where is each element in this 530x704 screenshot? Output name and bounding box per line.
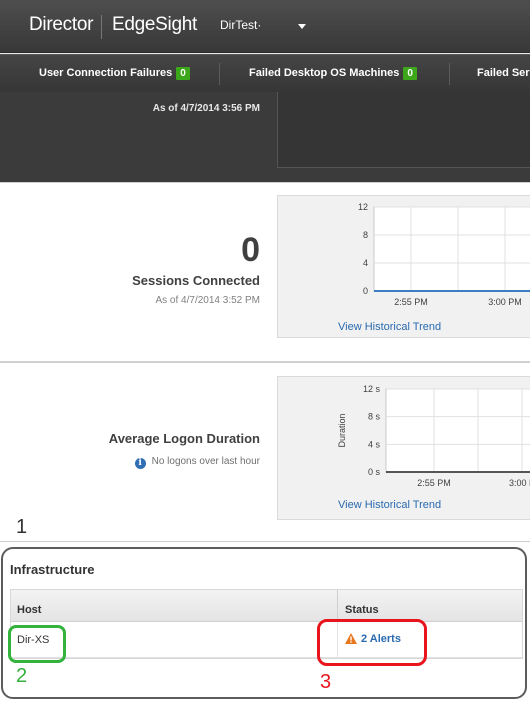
annotation-number-3: 3 bbox=[320, 671, 332, 693]
y-axis-label: Duration bbox=[337, 413, 347, 447]
view-historical-trend-link[interactable]: View Historical Trend bbox=[338, 321, 442, 333]
chevron-down-icon[interactable] bbox=[298, 24, 306, 29]
annotation-number-1: 1 bbox=[16, 516, 28, 538]
as-of-timestamp: As of 4/7/2014 3:56 PM bbox=[152, 103, 260, 114]
logon-panel: Average Logon Duration i No logons over l… bbox=[0, 362, 530, 542]
logon-title: Average Logon Duration bbox=[108, 431, 260, 446]
alert-divider bbox=[219, 63, 220, 85]
table-row[interactable]: Dir-XS 2 Alerts bbox=[11, 622, 522, 658]
alert-label: Failed Desktop OS Machines bbox=[249, 67, 400, 79]
infrastructure-table: Host Status Dir-XS 2 Alerts bbox=[10, 589, 523, 659]
annotation-box-host bbox=[8, 625, 66, 663]
x-tick-label: 3:00 P bbox=[509, 478, 530, 488]
y-tick-label: 12 bbox=[358, 202, 368, 212]
sessions-chart-svg: 12 8 4 0 2:55 PM 3:00 PM bbox=[358, 202, 530, 307]
alert-bar: User Connection Failures 0 Failed Desktop… bbox=[0, 54, 530, 92]
as-of-timestamp: As of 4/7/2014 3:52 PM bbox=[155, 295, 260, 306]
sessions-title: Sessions Connected bbox=[132, 273, 260, 288]
status-alerts-link[interactable]: 2 Alerts bbox=[345, 633, 401, 645]
x-tick-label: 2:55 PM bbox=[417, 478, 451, 488]
x-tick-label: 3:00 PM bbox=[488, 297, 522, 307]
annotation-box-status bbox=[317, 619, 427, 666]
annotation-box-infrastructure bbox=[1, 547, 527, 699]
y-tick-label: 4 s bbox=[368, 439, 381, 449]
column-header-status[interactable]: Status bbox=[345, 604, 379, 616]
status-alerts-text: 2 Alerts bbox=[361, 633, 401, 645]
top-header: Director EdgeSight DirTest· bbox=[0, 0, 530, 53]
annotation-number-2: 2 bbox=[16, 665, 28, 687]
brand-director: Director bbox=[29, 14, 94, 35]
sessions-chart: 12 8 4 0 2:55 PM 3:00 PM View Historical Tren… bbox=[277, 195, 530, 338]
plot-area bbox=[385, 388, 530, 473]
site-selector[interactable]: DirTest· bbox=[220, 18, 262, 32]
y-tick-label: 0 bbox=[363, 286, 368, 296]
alert-failed-desktop-os[interactable]: Failed Desktop OS Machines 0 bbox=[249, 67, 417, 80]
infrastructure-panel: Infrastructure Host Status Dir-XS 2 Aler… bbox=[0, 541, 530, 704]
y-tick-label: 8 s bbox=[368, 412, 381, 422]
logon-summary: Average Logon Duration i No logons over l… bbox=[0, 363, 268, 541]
alert-failed-server[interactable]: Failed Serv bbox=[477, 67, 530, 79]
sessions-count: 0 bbox=[241, 231, 260, 269]
top-metric-panel: As of 4/7/2014 3:56 PM bbox=[0, 92, 530, 182]
logon-chart: 12 s 8 s 4 s 0 s 2:55 PM 3:00 P Duration View … bbox=[277, 376, 530, 520]
y-tick-label: 8 bbox=[363, 230, 368, 240]
view-historical-trend-link[interactable]: View Historical Trend bbox=[338, 499, 442, 511]
infrastructure-title: Infrastructure bbox=[10, 562, 95, 577]
y-tick-label: 4 bbox=[363, 258, 368, 268]
brand-divider bbox=[101, 15, 102, 39]
alert-count-badge: 0 bbox=[403, 67, 417, 80]
column-divider bbox=[337, 590, 338, 622]
y-tick-label: 0 s bbox=[368, 467, 381, 477]
column-header-host[interactable]: Host bbox=[17, 604, 42, 616]
alert-divider bbox=[449, 63, 450, 85]
sessions-panel: 0 Sessions Connected As of 4/7/2014 3:52… bbox=[0, 182, 530, 362]
logon-message-text: No logons over last hour bbox=[151, 456, 260, 467]
top-chart-box bbox=[277, 92, 530, 168]
plot-area bbox=[373, 206, 530, 292]
x-tick-label: 2:55 PM bbox=[394, 297, 428, 307]
table-header: Host Status bbox=[11, 590, 522, 622]
alert-count-badge: 0 bbox=[176, 67, 190, 80]
alert-label: Failed Serv bbox=[477, 67, 530, 79]
warning-icon bbox=[345, 633, 357, 644]
alert-label: User Connection Failures bbox=[39, 67, 173, 79]
column-divider bbox=[337, 622, 338, 658]
alert-user-connection-failures[interactable]: User Connection Failures 0 bbox=[39, 67, 190, 80]
y-tick-label: 12 s bbox=[363, 384, 381, 394]
brand-edgesight: EdgeSight bbox=[112, 14, 197, 35]
host-cell: Dir-XS bbox=[17, 634, 50, 646]
info-icon: i bbox=[134, 458, 146, 469]
logon-chart-svg: 12 s 8 s 4 s 0 s 2:55 PM 3:00 P Duration bbox=[337, 384, 530, 488]
sessions-summary: 0 Sessions Connected As of 4/7/2014 3:52… bbox=[0, 183, 268, 361]
logon-message: i No logons over last hour bbox=[134, 456, 260, 469]
